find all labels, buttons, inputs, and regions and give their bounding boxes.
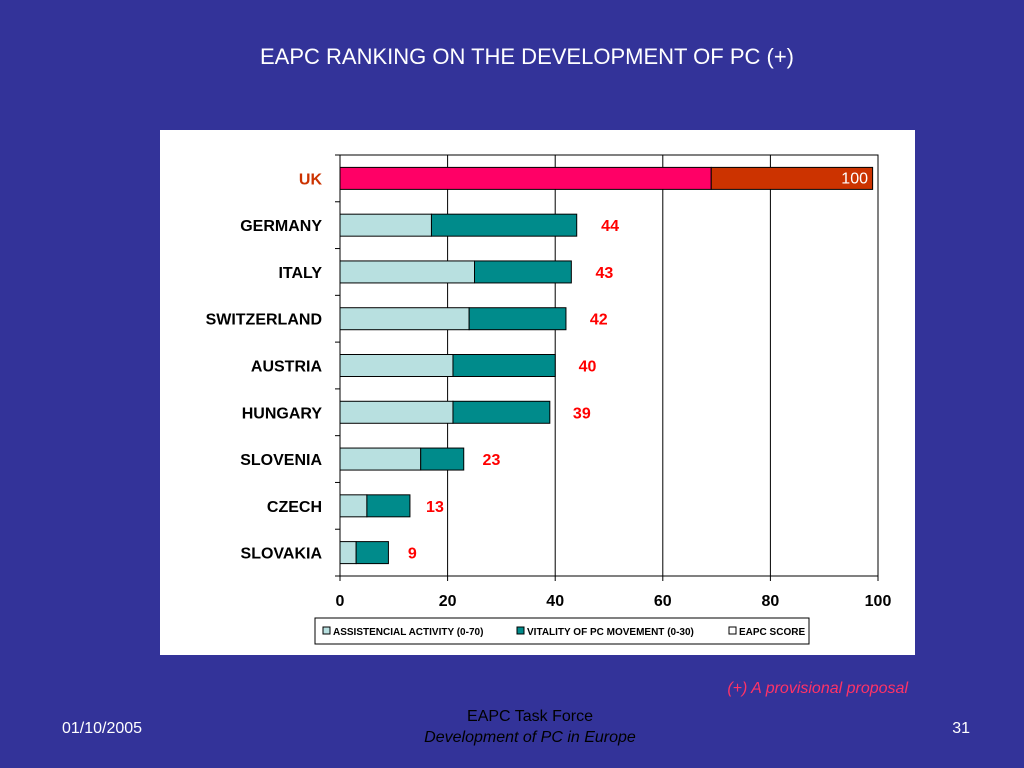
bar-vitality-switzerland	[468, 307, 567, 331]
page-number: 31	[952, 720, 970, 737]
score-label: 39	[573, 405, 591, 422]
x-tick-label: 0	[336, 593, 345, 610]
bar-vitality-slovakia	[355, 541, 389, 565]
category-label: SWITZERLAND	[206, 312, 322, 329]
footer-organization: EAPC Task Force	[467, 708, 593, 725]
score-label: 42	[590, 312, 608, 329]
legend-box	[314, 617, 810, 645]
bar-assistencial-austria	[339, 354, 454, 377]
category-label: UK	[299, 171, 323, 188]
legend-label: EAPC SCORE	[739, 627, 805, 638]
legend-swatch	[728, 626, 737, 635]
bar-assistencial-switzerland	[339, 307, 470, 331]
bar-assistencial-czech	[339, 494, 368, 518]
footer-center: EAPC Task Force Development of PC in Eur…	[380, 706, 680, 748]
bar-assistencial-slovenia	[339, 447, 422, 471]
category-label: SLOVAKIA	[241, 546, 323, 563]
category-label: HUNGARY	[242, 405, 323, 422]
score-label: 13	[426, 499, 444, 516]
bar-vitality-uk	[710, 166, 874, 190]
legend-label: ASSISTENCIAL ACTIVITY (0-70)	[333, 627, 483, 638]
category-label: ITALY	[278, 265, 322, 282]
bar-vitality-hungary	[452, 400, 551, 424]
bar-assistencial-germany	[339, 213, 432, 237]
x-tick-label: 100	[865, 593, 892, 610]
bar-assistencial-hungary	[339, 400, 454, 424]
bar-vitality-czech	[366, 494, 411, 518]
bar-vitality-slovenia	[420, 447, 465, 471]
score-label: 44	[601, 218, 619, 235]
bar-assistencial-uk	[339, 166, 712, 190]
bar-vitality-austria	[452, 354, 556, 377]
bar-assistencial-slovakia	[339, 541, 357, 565]
x-tick-label: 80	[762, 593, 780, 610]
x-tick-label: 60	[654, 593, 672, 610]
footer-date: 01/10/2005	[62, 720, 143, 737]
bar-assistencial-italy	[339, 260, 475, 284]
category-label: GERMANY	[240, 218, 322, 235]
score-label: 100	[841, 170, 868, 187]
bar-chart: 0 20 40 60 80 100 UK 100 GERMANY 44 ITALY 43 SWITZER…	[206, 154, 892, 645]
legend-label: VITALITY OF PC MOVEMENT (0-30)	[527, 627, 694, 638]
chart-panel: 0 20 40 60 80 100 UK 100 GERMANY 44 ITALY 43 SWITZER…	[160, 130, 915, 655]
score-label: 40	[579, 359, 597, 376]
footer-subtitle: Development of PC in Europe	[424, 729, 636, 746]
x-tick-label: 20	[439, 593, 457, 610]
bar-vitality-italy	[474, 260, 572, 284]
score-label: 9	[408, 546, 417, 563]
legend-swatch	[322, 626, 331, 635]
legend-swatch	[516, 626, 525, 635]
provisional-note: (+) A provisional proposal	[727, 680, 908, 697]
category-label: AUSTRIA	[251, 359, 323, 376]
score-label: 23	[483, 452, 501, 469]
x-tick-label: 40	[546, 593, 564, 610]
score-label: 43	[596, 265, 614, 282]
category-label: SLOVENIA	[240, 452, 322, 469]
category-label: CZECH	[267, 499, 322, 516]
slide-title: EAPC RANKING ON THE DEVELOPMENT OF PC (+…	[259, 44, 794, 69]
bar-vitality-germany	[430, 213, 578, 237]
